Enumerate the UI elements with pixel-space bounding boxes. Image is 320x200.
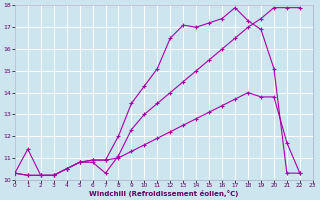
X-axis label: Windchill (Refroidissement éolien,°C): Windchill (Refroidissement éolien,°C) bbox=[89, 190, 238, 197]
